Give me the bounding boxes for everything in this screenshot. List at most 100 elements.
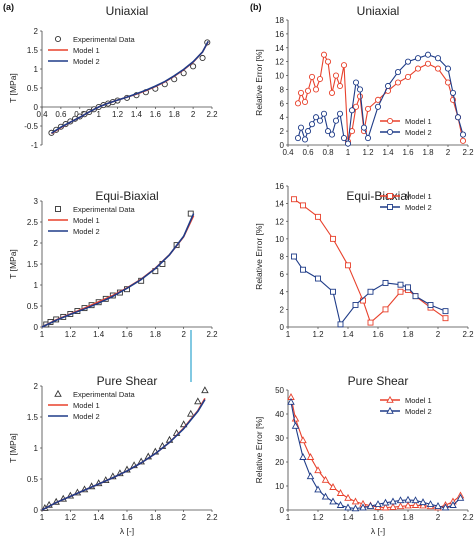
legend-entry: Experimental Data (73, 390, 136, 399)
data-point (312, 86, 320, 93)
x-tick-label: 1.6 (372, 330, 384, 339)
x-tick-label: 1.4 (93, 513, 105, 522)
y-axis-label: Relative Error [%] (254, 49, 264, 116)
x-tick-label: 1.4 (131, 110, 143, 119)
x-tick-label: 1.2 (312, 330, 324, 339)
y-axis-label: Relative Error [%] (254, 417, 264, 484)
x-tick-label: 1.8 (150, 513, 162, 522)
y-tick-label: 14 (275, 44, 284, 53)
legend-marker (386, 406, 394, 414)
y-tick-label: 18 (275, 16, 284, 25)
chart-title: Equi-Biaxial (346, 189, 409, 203)
y-tick-label: 1 (34, 281, 39, 290)
data-point (328, 131, 336, 138)
data-point (441, 503, 450, 511)
data-point (366, 502, 375, 509)
x-tick-label: 1 (40, 513, 45, 522)
data-point (442, 315, 449, 322)
data-point (329, 483, 337, 490)
y-axis-label: T [MPa] (8, 73, 18, 103)
data-point (396, 496, 405, 504)
data-point (308, 73, 316, 80)
y-axis-label: Relative Error [%] (254, 223, 264, 290)
y-tick-label: 2 (34, 382, 39, 391)
data-point (424, 51, 432, 58)
data-point (299, 453, 307, 460)
chart-panel-5: Pure Shear 0 10 20 30 40 50 1 1.2 1.4 1.6 1.8 2 2.2 Re… (254, 374, 474, 536)
x-tick-label: 2.2 (462, 330, 474, 339)
y-tick-label: 10 (275, 235, 284, 244)
y-axis-label: T [MPa] (8, 433, 18, 463)
data-point (194, 397, 202, 405)
data-point (352, 103, 360, 110)
y-tick-label: 2 (34, 239, 39, 248)
y-tick-label: 1 (34, 444, 39, 453)
legend-entry: Experimental Data (73, 205, 136, 214)
y-tick-label: 0.5 (27, 302, 39, 311)
data-point (394, 69, 402, 76)
x-tick-label: 2 (181, 513, 186, 522)
legend-marker (55, 206, 61, 212)
y-tick-label: 0 (34, 323, 39, 332)
legend: Experimental Data Model 1 Model 2 (48, 205, 136, 236)
data-point (315, 275, 321, 282)
x-tick-label: 1.2 (312, 513, 324, 522)
x-tick-label: 2 (436, 513, 441, 522)
y-tick-label: 4 (280, 288, 285, 297)
data-point (356, 86, 364, 93)
data-point (306, 453, 315, 460)
legend-entry: Model 2 (73, 412, 100, 421)
chart-panel-2: Equi-Biaxial 0 0.5 1 1.5 2 2.5 3 1 1.2 1.4 1.6 1.8 2 2… (8, 189, 218, 339)
data-point (454, 114, 462, 121)
x-tick-label: 1.6 (121, 330, 133, 339)
data-point (456, 493, 465, 501)
legend: Model 1 Model 2 (380, 117, 432, 137)
x-axis-label: λ [-] (371, 526, 385, 536)
data-point (449, 89, 457, 96)
chart-title: Pure Shear (348, 374, 409, 388)
y-tick-label: 16 (275, 182, 284, 191)
legend-entry: Model 2 (405, 128, 432, 137)
chart-panel-1: Uniaxial 0 2 4 6 8 10 12 14 16 18 0.4 0.6 0.8 1 1.2 1.4 1… (254, 4, 474, 157)
chart-panel-4: Pure Shear 0 0.5 1 1.5 2 1 1.2 1.4 1.6 1.8 2 2.2 T [M… (8, 374, 218, 536)
data-point (291, 421, 300, 429)
x-tick-label: 1 (286, 330, 291, 339)
data-point (332, 117, 340, 124)
data-point (344, 140, 352, 147)
data-point (336, 82, 344, 90)
series-line-model-2 (41, 213, 195, 328)
x-tick-label: 1.8 (402, 330, 414, 339)
data-point (397, 288, 404, 295)
data-point (367, 319, 374, 326)
data-point (344, 503, 352, 511)
data-point (329, 497, 337, 505)
data-point (382, 306, 389, 313)
x-tick-label: 1.6 (150, 110, 162, 119)
legend-marker (386, 395, 394, 403)
data-point (345, 262, 351, 269)
series-line-model-1 (41, 398, 206, 511)
x-tick-label: 2 (446, 148, 451, 157)
data-point (320, 110, 328, 117)
x-tick-label: 2.2 (206, 110, 218, 119)
data-point (316, 75, 324, 83)
data-point (306, 472, 315, 480)
y-tick-label: 2 (280, 305, 285, 314)
legend: Experimental Data Model 1 Model 2 (48, 389, 136, 421)
data-point (304, 87, 312, 94)
data-point (332, 72, 340, 79)
data-point (396, 502, 405, 510)
data-point (414, 65, 422, 72)
data-point (449, 501, 457, 508)
data-point (424, 60, 432, 67)
data-point (301, 136, 309, 143)
data-point (316, 117, 324, 124)
data-point (374, 103, 382, 110)
x-tick-label: 1 (96, 110, 101, 119)
data-point (419, 501, 427, 509)
data-point (300, 202, 306, 209)
legend-entry: Model 1 (405, 117, 432, 126)
x-tick-label: 0.4 (282, 148, 294, 157)
data-point (320, 51, 328, 58)
y-tick-label: 1.5 (27, 413, 39, 422)
